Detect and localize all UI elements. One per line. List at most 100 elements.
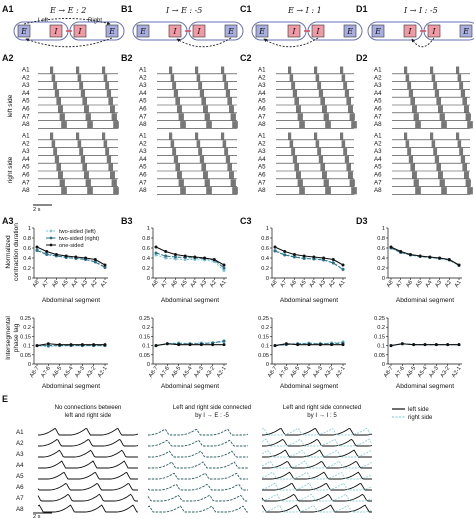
excitatory-node (371, 24, 385, 38)
inhibitory-node (427, 24, 441, 38)
burst (77, 140, 82, 148)
series-point (438, 256, 442, 260)
burst (434, 89, 440, 98)
trace-1-3 (148, 461, 248, 469)
segment-label: A5 (22, 98, 30, 105)
burst (113, 187, 119, 195)
trace-left (38, 460, 138, 469)
burst (289, 140, 294, 148)
y-tick-label: 0.05 (139, 353, 150, 359)
burst (349, 179, 355, 187)
x-tick-label: A5-4 (182, 366, 194, 379)
legend-right-label: right side (408, 415, 433, 421)
x-tick-label: A5 (180, 280, 189, 289)
burst (341, 140, 346, 148)
burst (314, 132, 318, 140)
burst (230, 179, 236, 187)
burst (76, 66, 80, 74)
x-tick-label: A5-4 (63, 366, 75, 379)
segment-label: A5 (374, 98, 382, 105)
x-tick-label: A8-7 (383, 366, 395, 379)
segment-label: A8 (258, 187, 266, 194)
burst (314, 66, 318, 74)
x-tick-label: A8-7 (29, 366, 41, 379)
series-point (341, 268, 345, 271)
burst (173, 155, 179, 164)
series-line (36, 246, 106, 266)
x-tick-label: A7-6 (40, 366, 52, 379)
x-tick-label: A4 (309, 280, 318, 289)
y-tick-label: 0.8 (142, 236, 150, 242)
burst (351, 121, 357, 129)
burst (465, 113, 471, 121)
burst (439, 179, 445, 187)
burst (434, 155, 440, 164)
series-point (173, 253, 177, 256)
burst (405, 74, 410, 82)
y-tick-label: 0.4 (261, 256, 269, 262)
burst (433, 148, 438, 156)
legend-label: two-sided (right) (59, 236, 99, 242)
series-point (447, 258, 451, 261)
series-point (203, 256, 207, 260)
x-tick-label: A7 (161, 280, 170, 289)
burst (85, 113, 91, 121)
segment-label: A6 (22, 172, 30, 179)
x-tick-label: A2-1 (451, 366, 463, 379)
burst (410, 97, 415, 105)
series-point (389, 344, 393, 348)
series-point (428, 255, 432, 259)
node-label: E (462, 27, 469, 36)
left-label: Left (38, 18, 48, 24)
segment-label: A2 (258, 140, 266, 147)
trace-left (262, 483, 372, 491)
segment-label: A1 (258, 67, 266, 74)
trace-2-4 (261, 471, 373, 480)
burst (325, 121, 331, 129)
y-tick-label: 0.2 (23, 325, 31, 331)
burst (204, 113, 210, 121)
trace-2-7 (261, 504, 373, 513)
burst (462, 97, 467, 105)
trace-left (38, 449, 139, 458)
burst (108, 97, 113, 105)
e-title-3a: Left and right side connected (283, 404, 361, 411)
x-tick-label: A7-6 (394, 366, 406, 379)
burst (180, 121, 186, 129)
burst (103, 74, 108, 82)
series-point (103, 263, 107, 267)
burst (53, 82, 58, 90)
trace-left (261, 493, 372, 502)
series-line (274, 250, 344, 270)
segment-label: A3 (22, 82, 30, 89)
trace-right (261, 472, 373, 480)
x-tick-label: A3-2 (86, 366, 98, 379)
burst (457, 74, 462, 82)
x-axis-label: Abdominal segment (396, 297, 454, 304)
burst (201, 97, 206, 105)
burst (462, 163, 467, 171)
segment-label: A1 (22, 133, 30, 140)
x-tick-label: A8 (386, 280, 395, 289)
panel-label-c3: C3 (240, 216, 252, 226)
burst (430, 66, 434, 74)
segment-label: A8 (374, 187, 382, 194)
burst (405, 140, 410, 148)
burst (221, 66, 225, 74)
x-tick-label: A3 (434, 280, 443, 289)
burst (173, 89, 179, 98)
burst (412, 171, 417, 179)
trace-0-1 (38, 438, 139, 447)
burst (430, 132, 434, 140)
burst (294, 97, 299, 105)
burst (317, 82, 322, 90)
burst (413, 179, 419, 187)
y-tick-label: 1 (28, 226, 31, 232)
series-point (312, 255, 316, 259)
burst (178, 179, 184, 187)
duration-chart-1: 0 0.2 0.4 0.6 0.8 1 A8 A7 A6 A5 A4 A3 A2 A1 Abdominal … (142, 226, 227, 304)
trace-left (262, 449, 373, 458)
